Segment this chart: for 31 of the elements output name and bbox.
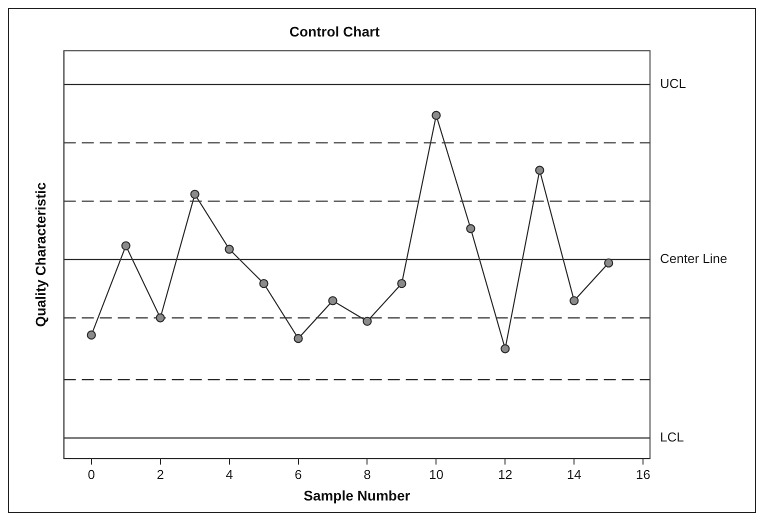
x-tick-label: 8 [364,466,371,482]
ref-line-label: UCL [660,76,686,92]
x-tick-label: 14 [566,466,582,482]
point [397,278,406,288]
ref-line-label: LCL [660,430,684,445]
point [156,313,165,322]
point [294,334,303,344]
x-tick-label: 4 [226,466,233,482]
point [432,110,441,120]
point [328,296,338,306]
x-tick-label: 16 [636,466,650,482]
ref-line-label: Center Line [660,251,728,266]
point [362,316,372,326]
x-tick-label: 12 [498,466,512,482]
point [224,244,234,254]
x-tick-label: 0 [88,466,96,482]
point [190,190,200,199]
point [570,296,579,306]
y-axis-title: Quality Characteristic [32,182,48,328]
point [604,258,614,268]
point [500,344,510,354]
point [121,241,130,250]
chart-title: Control Chart [289,23,380,40]
point [466,224,476,234]
x-axis-title: Sample Number [304,487,411,504]
point [259,278,268,288]
x-tick-label: 6 [294,466,302,482]
x-tick-label: 10 [428,466,444,482]
x-tick-label: 2 [156,466,164,482]
point [86,330,96,340]
point [535,166,544,175]
